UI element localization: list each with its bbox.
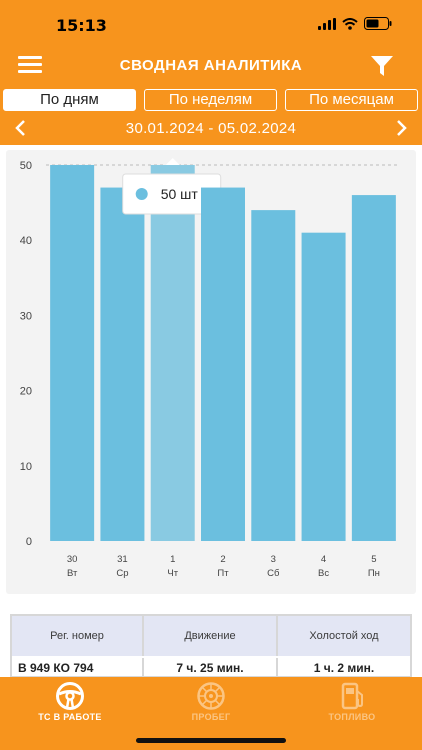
chart-bar[interactable]: [301, 232, 346, 541]
bar-chart[interactable]: 0 10 20 30 40 50 30 Вт 31 Ср 1 Чт 50 шт 2 Пт 3 Сб 4 Вс 5 Пн: [6, 150, 416, 594]
vehicles-table: Рег. номер Движение Холостой ход В 949 К…: [10, 614, 412, 678]
column-header-movement[interactable]: Движение: [144, 616, 278, 656]
chart-bar[interactable]: [201, 187, 245, 541]
x-tick-weekday: Чт: [167, 568, 178, 579]
page-title: СВОДНАЯ АНАЛИТИКА: [119, 57, 303, 74]
x-tick-day: 30: [67, 554, 78, 565]
chart-bar[interactable]: [351, 195, 396, 541]
tab-months[interactable]: По месяцам: [285, 89, 418, 111]
bottom-navigation: ТС В РАБОТЕ ПРОБЕГ ТОПЛИВО: [0, 677, 422, 750]
date-range: 30.01.2024 - 05.02.2024: [125, 120, 297, 137]
x-tick-weekday: Пт: [217, 568, 229, 579]
nav-vehicles-at-work[interactable]: ТС В РАБОТЕ: [5, 677, 135, 727]
table-row[interactable]: В 949 КО 794 7 ч. 25 мин. 1 ч. 2 мин.: [12, 658, 410, 678]
x-tick-weekday: Ср: [116, 568, 128, 579]
x-tick-day: 3: [271, 554, 276, 565]
app-header: СВОДНАЯ АНАЛИТИКА: [0, 48, 422, 86]
tab-weeks[interactable]: По неделям: [144, 89, 277, 111]
cell-reg-number: В 949 КО 794: [12, 658, 144, 678]
tab-days[interactable]: По дням: [3, 89, 136, 111]
status-bar: 15:13: [0, 0, 422, 48]
chart-card: 0 10 20 30 40 50 30 Вт 31 Ср 1 Чт 50 шт 2 Пт 3 Сб 4 Вс 5 Пн: [6, 150, 416, 594]
column-header-reg-number[interactable]: Рег. номер: [12, 616, 144, 656]
x-tick-day: 5: [371, 554, 376, 565]
y-tick-label: 40: [20, 235, 32, 247]
battery-icon: [364, 17, 392, 30]
y-tick-label: 10: [20, 461, 32, 473]
tooltip-pointer: [165, 158, 180, 165]
wifi-icon: [342, 17, 358, 30]
y-tick-label: 30: [20, 310, 32, 322]
nav-fuel[interactable]: ТОПЛИВО: [287, 677, 417, 727]
header-background: [0, 0, 422, 145]
menu-icon[interactable]: [18, 56, 42, 76]
tooltip-marker: [135, 188, 148, 200]
signal-icon: [318, 17, 336, 30]
chart-bar[interactable]: [150, 165, 195, 541]
nav-label-fuel: ТОПЛИВО: [328, 712, 376, 722]
nav-label-mileage: ПРОБЕГ: [191, 712, 231, 722]
x-tick-weekday: Вт: [67, 568, 78, 579]
table-header-row: Рег. номер Движение Холостой ход: [12, 616, 410, 656]
chevron-left-icon[interactable]: [14, 119, 28, 137]
cell-idle: 1 ч. 2 мин.: [313, 661, 375, 675]
x-tick-day: 1: [170, 554, 175, 565]
date-navigation: 30.01.2024 - 05.02.2024: [0, 116, 422, 140]
chart-bar[interactable]: [50, 165, 95, 541]
chart-bar[interactable]: [100, 187, 145, 541]
wheel-icon: [197, 682, 225, 710]
filter-icon[interactable]: [370, 54, 394, 78]
x-tick-day: 2: [220, 554, 225, 565]
home-indicator: [136, 738, 286, 743]
x-tick-weekday: Вс: [318, 568, 329, 579]
steering-wheel-icon: [56, 682, 84, 710]
nav-label-vehicles: ТС В РАБОТЕ: [38, 712, 102, 722]
x-tick-day: 4: [321, 554, 326, 565]
x-tick-weekday: Сб: [267, 568, 280, 579]
cell-movement: 7 ч. 25 мин.: [144, 658, 278, 678]
x-tick-weekday: Пн: [368, 568, 380, 579]
y-tick-label: 50: [20, 160, 32, 172]
chevron-right-icon[interactable]: [394, 119, 408, 137]
y-tick-label: 20: [20, 386, 32, 398]
status-icons: [318, 17, 392, 30]
y-tick-label: 0: [26, 536, 32, 548]
chart-bar[interactable]: [251, 210, 296, 541]
x-tick-day: 31: [117, 554, 128, 565]
nav-mileage[interactable]: ПРОБЕГ: [146, 677, 276, 727]
status-time: 15:13: [56, 16, 107, 35]
fuel-icon: [341, 682, 363, 710]
tooltip-value: 50 шт: [161, 186, 199, 202]
column-header-idle[interactable]: Холостой ход: [278, 616, 410, 656]
